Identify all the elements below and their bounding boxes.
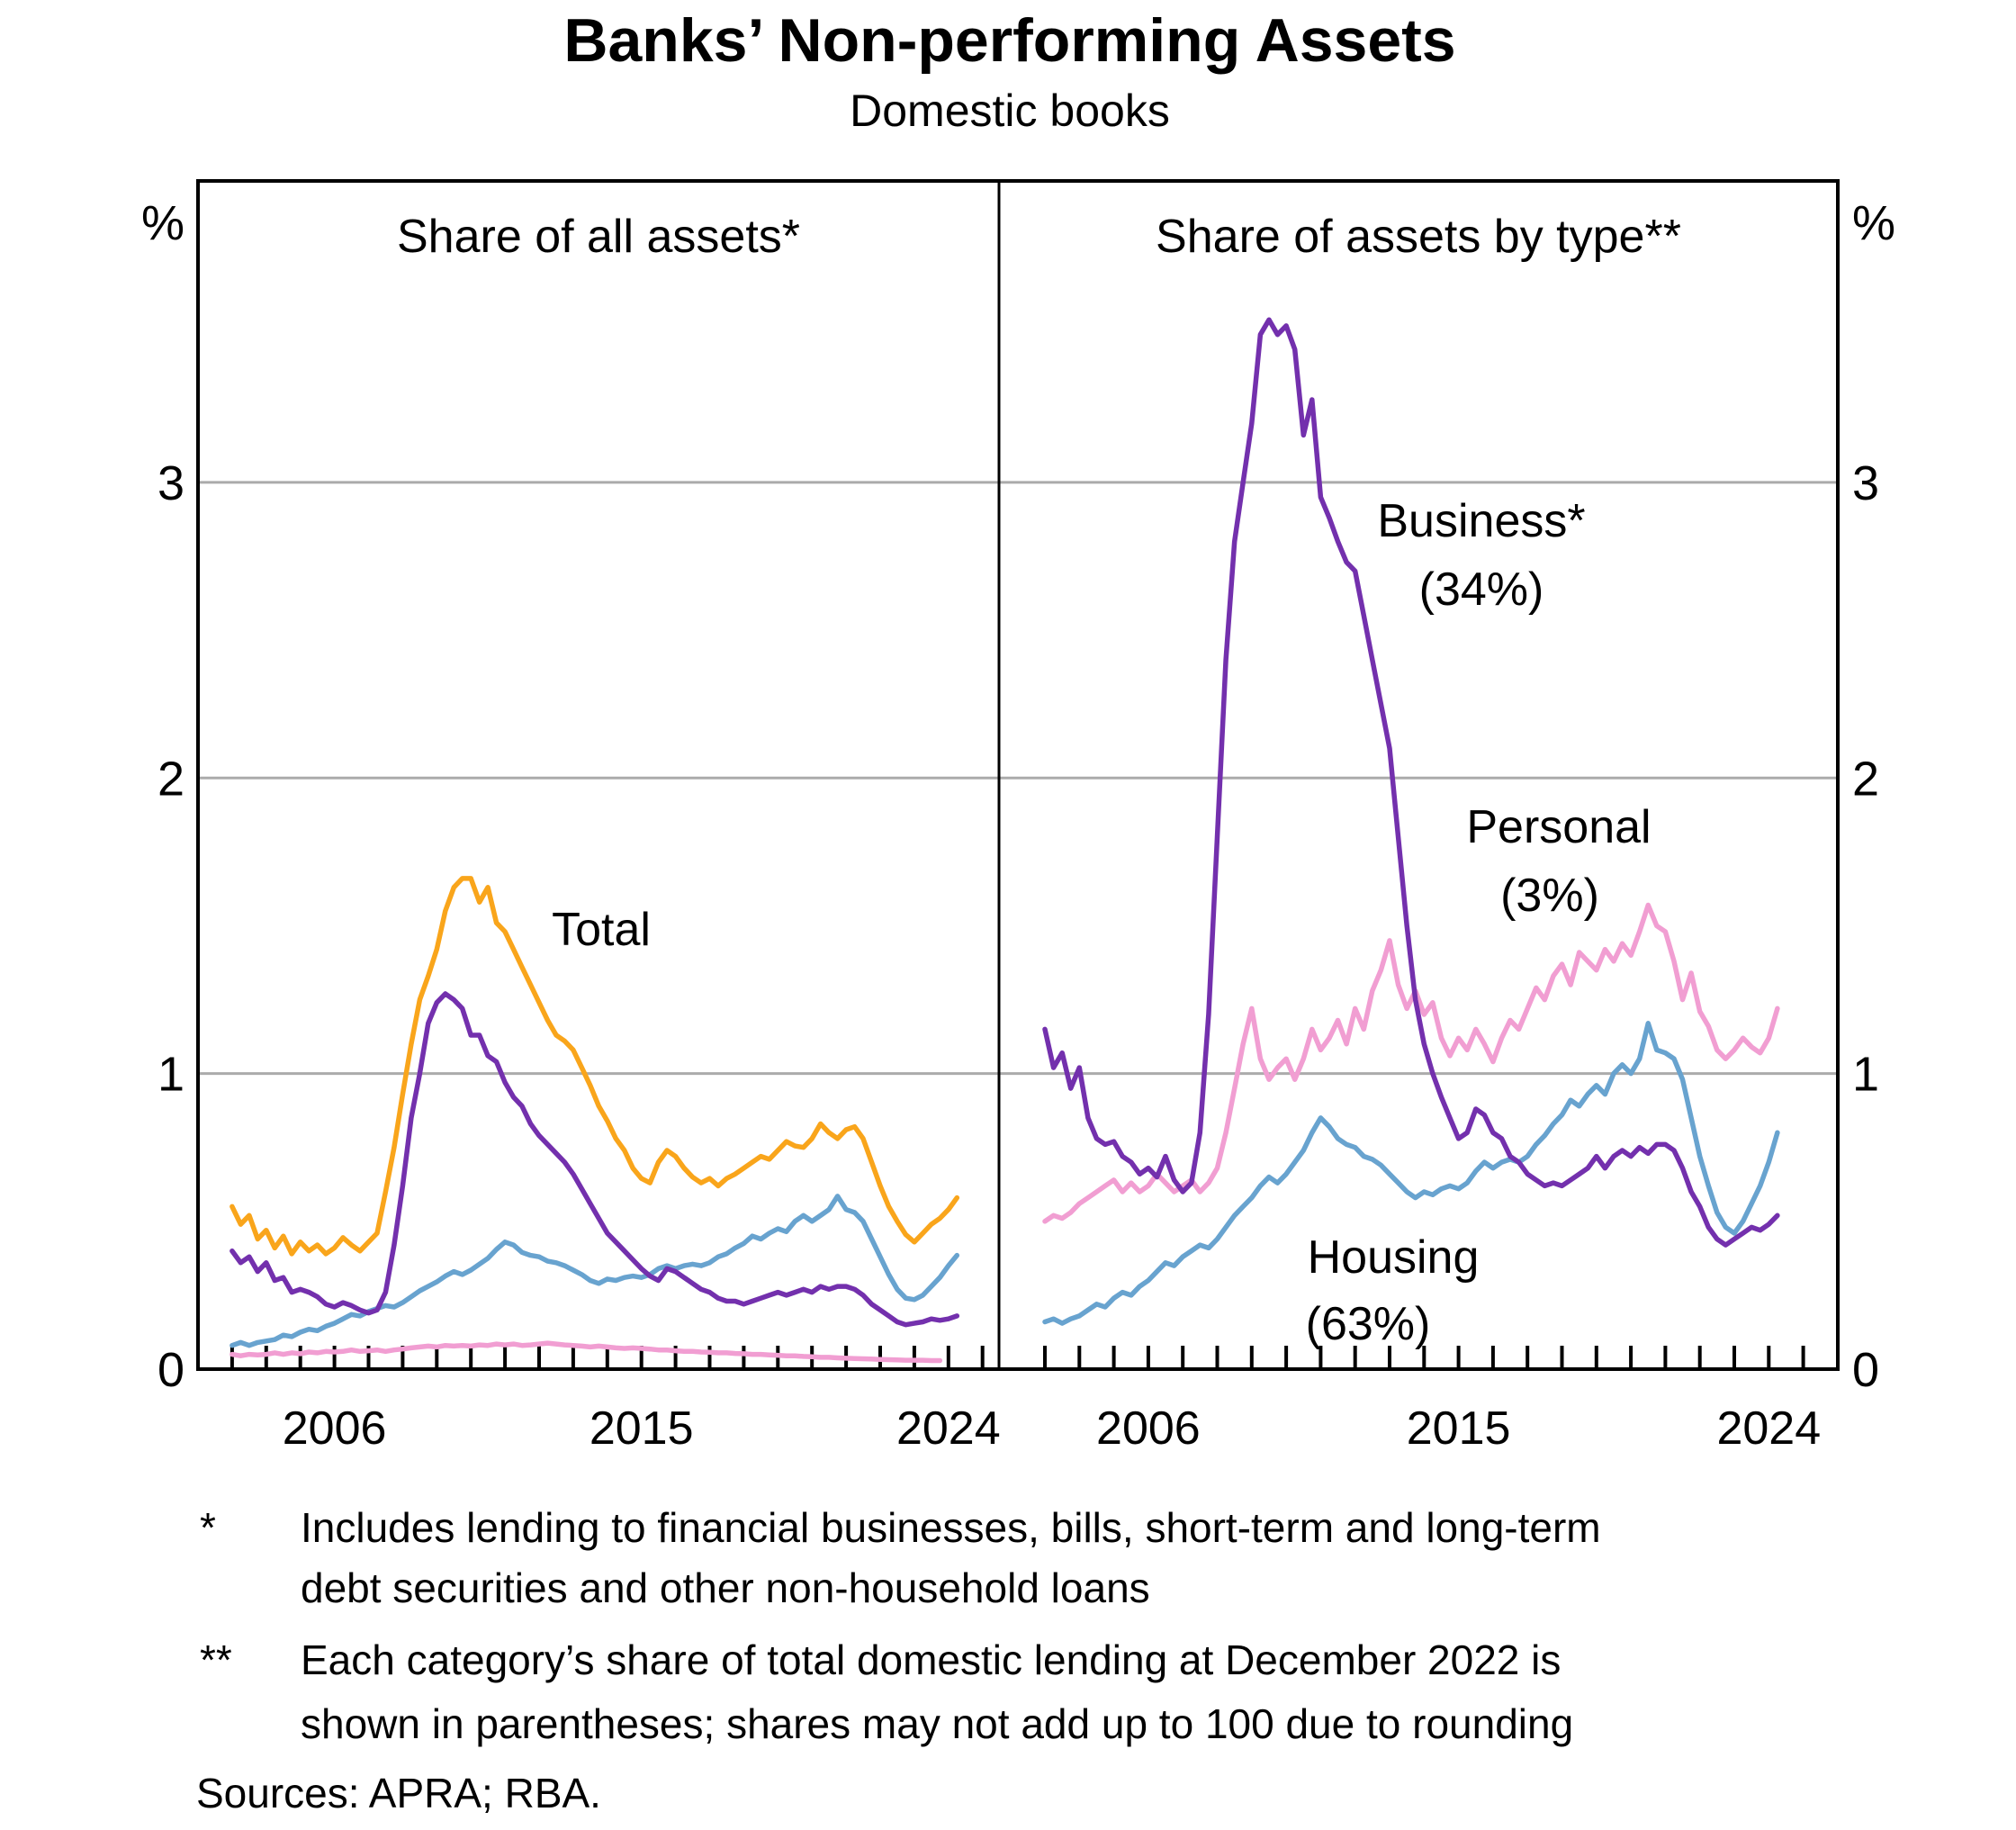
y-tick-label-right-3: 3	[1852, 456, 1879, 510]
panel-title-left: Share of all assets*	[397, 211, 800, 263]
y-tick-label-left-2: 2	[158, 752, 184, 806]
y-axis-unit-left: %	[141, 196, 184, 250]
axis-labels-layer: 0 0 1 1 2 2 3 3 2006 2015 2024 2006 2015 2024	[158, 456, 1879, 1455]
x-year-label-left-2015: 2015	[590, 1402, 694, 1455]
series-label-personal: Personal	[1466, 801, 1651, 853]
series-line-left-housing	[230, 1194, 960, 1348]
footnote-2-line-2: shown in parentheses; shares may not add…	[301, 1700, 1573, 1747]
series-line-left-business	[230, 991, 960, 1328]
y-tick-label-left-3: 3	[158, 456, 184, 510]
panel-title-right: Share of assets by type**	[1156, 211, 1681, 263]
series-line-right-personal	[1042, 902, 1780, 1224]
series-line-left-total	[230, 876, 960, 1257]
chart-subtitle: Domestic books	[850, 86, 1170, 136]
series-label-business-share: (34%)	[1419, 563, 1544, 616]
footnote-1-line-1: Includes lending to financial businesses…	[301, 1504, 1601, 1551]
series-layer	[230, 317, 1780, 1364]
y-tick-label-right-1: 1	[1852, 1048, 1879, 1102]
plot-border	[196, 179, 1840, 1371]
x-year-label-left-2006: 2006	[283, 1402, 387, 1455]
gridlines-layer	[198, 481, 1838, 1076]
chart-title: Banks’ Non-performing Assets	[563, 6, 1455, 75]
y-tick-label-right-2: 2	[1852, 752, 1879, 806]
x-year-label-right-2015: 2015	[1407, 1402, 1511, 1455]
footnote-marker-1: *	[200, 1504, 216, 1551]
x-year-label-right-2024: 2024	[1716, 1402, 1821, 1455]
series-label-total: Total	[552, 904, 651, 956]
series-line-right-business	[1042, 317, 1780, 1248]
series-label-business: Business*	[1377, 495, 1585, 547]
sources-text: Sources: APRA; RBA.	[196, 1770, 601, 1816]
y-tick-label-left-0: 0	[158, 1343, 184, 1397]
series-label-personal-share: (3%)	[1500, 870, 1599, 922]
y-axis-unit-right: %	[1852, 196, 1895, 250]
y-tick-label-right-0: 0	[1852, 1343, 1879, 1397]
footnote-marker-2: **	[200, 1636, 232, 1683]
footnote-1-line-2: debt securities and other non-household …	[301, 1564, 1150, 1611]
footnote-2-line-1: Each category’s share of total domestic …	[301, 1636, 1561, 1683]
x-year-label-left-2024: 2024	[896, 1402, 1001, 1455]
series-line-left-personal	[230, 1340, 943, 1364]
x-year-label-right-2006: 2006	[1096, 1402, 1201, 1455]
x-ticks-layer	[230, 1346, 1805, 1369]
series-line-right-housing	[1042, 1021, 1780, 1326]
series-label-housing-share: (63%)	[1306, 1298, 1431, 1350]
series-label-housing: Housing	[1308, 1231, 1480, 1284]
y-tick-label-left-1: 1	[158, 1048, 184, 1102]
